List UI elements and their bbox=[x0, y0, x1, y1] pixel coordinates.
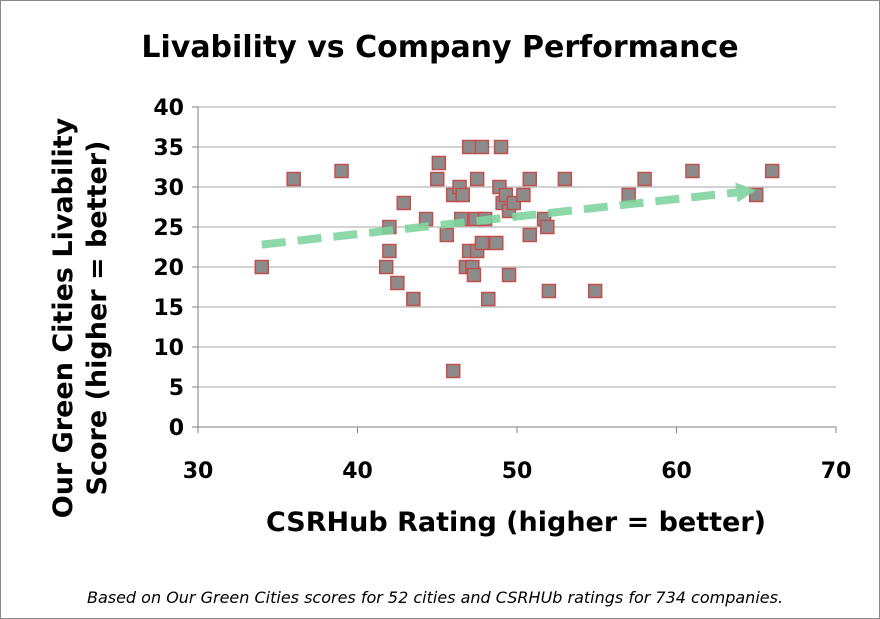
data-point-50 bbox=[764, 163, 780, 179]
axes bbox=[192, 106, 837, 433]
data-point-45 bbox=[587, 283, 603, 299]
data-point-24 bbox=[469, 171, 485, 187]
data-point-10 bbox=[430, 171, 445, 187]
trend-line bbox=[261, 188, 737, 249]
data-point-47 bbox=[637, 171, 652, 187]
data-point-48 bbox=[685, 163, 700, 179]
x-tick-labels: 30 40 50 60 70 bbox=[183, 459, 852, 484]
y-tick-label: 15 bbox=[153, 296, 184, 321]
data-point-22 bbox=[466, 267, 482, 283]
data-point-3 bbox=[378, 259, 394, 275]
data-point-30 bbox=[489, 235, 504, 251]
y-tick-label: 30 bbox=[153, 176, 184, 201]
data-point-46 bbox=[621, 187, 636, 203]
y-tick-label: 10 bbox=[153, 336, 184, 361]
data-point-8 bbox=[406, 291, 421, 307]
data-points bbox=[254, 139, 780, 379]
data-point-39 bbox=[522, 171, 538, 187]
x-tick-label: 70 bbox=[821, 459, 852, 484]
y-axis-label-line-2: Score (higher = better) bbox=[82, 141, 113, 496]
data-point-6 bbox=[390, 275, 405, 291]
data-point-12 bbox=[439, 227, 455, 243]
data-point-38 bbox=[516, 187, 531, 203]
y-tick-labels: 0 5 10 15 20 25 30 35 40 bbox=[153, 96, 184, 441]
y-tick-label: 20 bbox=[153, 256, 184, 281]
y-tick-label: 25 bbox=[153, 216, 184, 241]
chart-title: Livability vs Company Performance bbox=[141, 30, 738, 65]
data-point-11 bbox=[431, 155, 447, 171]
data-point-44 bbox=[557, 171, 573, 187]
y-tick-label: 0 bbox=[169, 416, 184, 441]
y-tick-label: 40 bbox=[153, 96, 184, 121]
data-point-17 bbox=[455, 187, 471, 203]
data-point-20 bbox=[461, 139, 477, 155]
data-point-32 bbox=[493, 139, 509, 155]
data-point-27 bbox=[474, 235, 490, 251]
x-axis-label: CSRHub Rating (higher = better) bbox=[266, 507, 766, 538]
data-point-2 bbox=[334, 163, 349, 179]
data-point-14 bbox=[445, 363, 461, 379]
data-point-26 bbox=[474, 139, 490, 155]
y-axis-label-line-1: Our Green Cities Livability bbox=[48, 117, 79, 518]
data-point-1 bbox=[286, 171, 301, 187]
gridlines bbox=[198, 106, 836, 388]
x-tick-label: 30 bbox=[183, 459, 214, 484]
trend-arrowhead bbox=[735, 182, 757, 203]
data-point-35 bbox=[501, 267, 517, 283]
data-point-42 bbox=[540, 219, 555, 235]
x-tick-label: 50 bbox=[502, 459, 533, 484]
data-point-5 bbox=[382, 243, 397, 259]
data-point-40 bbox=[522, 227, 538, 243]
x-tick-label: 60 bbox=[661, 459, 692, 484]
trend-arrow bbox=[261, 182, 757, 249]
data-point-29 bbox=[481, 291, 496, 307]
data-point-7 bbox=[396, 195, 412, 211]
data-point-0 bbox=[254, 259, 270, 275]
data-point-43 bbox=[541, 283, 557, 299]
y-axis-title: Our Green Cities Livability Score (highe… bbox=[48, 117, 113, 518]
footnote: Based on Our Green Cities scores for 52 … bbox=[87, 588, 783, 607]
y-tick-label: 35 bbox=[153, 136, 184, 161]
y-tick-label: 5 bbox=[169, 376, 184, 401]
x-tick-label: 40 bbox=[342, 459, 373, 484]
